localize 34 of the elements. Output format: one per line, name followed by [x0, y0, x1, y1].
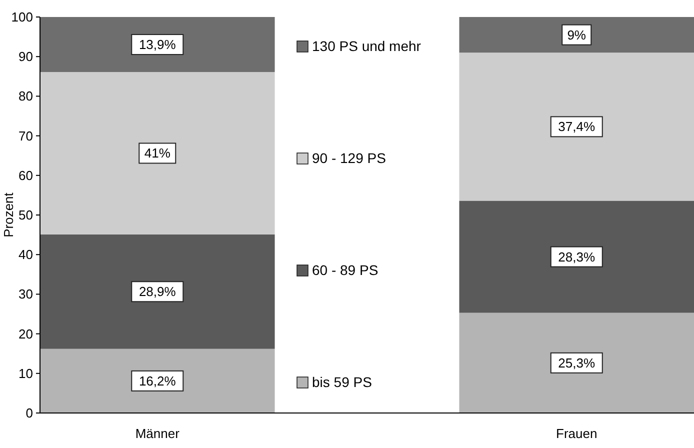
- y-tick-label: 70: [18, 128, 33, 144]
- bar: [459, 312, 694, 413]
- data-label: 9%: [567, 27, 586, 42]
- y-tick-label: 30: [18, 286, 33, 302]
- legend-label: 130 PS und mehr: [312, 38, 422, 54]
- legend-label: bis 59 PS: [312, 374, 372, 390]
- y-tick-label: 0: [26, 406, 33, 420]
- y-tick-label: 100: [11, 10, 33, 24]
- y-tick-label: 50: [18, 208, 33, 222]
- y-tick-label: 90: [18, 49, 33, 64]
- legend-label: 60 - 89 PS: [312, 262, 378, 278]
- y-axis-title: Prozent: [1, 192, 16, 238]
- bar: [459, 52, 694, 201]
- bar: [40, 72, 275, 234]
- x-tick-label: Männer: [135, 426, 180, 441]
- data-label: 16,2%: [138, 373, 176, 388]
- data-label: 41%: [144, 146, 171, 161]
- legend-label: 90 - 129 PS: [312, 150, 386, 166]
- y-tick-label: 60: [18, 168, 33, 183]
- bar: [40, 234, 275, 349]
- y-tick-label: 40: [18, 247, 33, 262]
- y-tick-label: 80: [18, 88, 33, 104]
- data-label: 13,9%: [138, 37, 176, 52]
- y-tick-label: 10: [18, 366, 33, 381]
- x-tick-label: Frauen: [556, 426, 598, 441]
- data-label: 28,3%: [558, 249, 596, 264]
- data-label: 37,4%: [558, 119, 596, 134]
- bar: [459, 17, 694, 53]
- bar: [459, 200, 694, 313]
- data-label: 25,3%: [558, 355, 596, 370]
- y-tick-label: 20: [18, 326, 33, 342]
- bar: [40, 348, 275, 413]
- data-label: 28,9%: [138, 284, 176, 300]
- bar: [40, 17, 275, 72]
